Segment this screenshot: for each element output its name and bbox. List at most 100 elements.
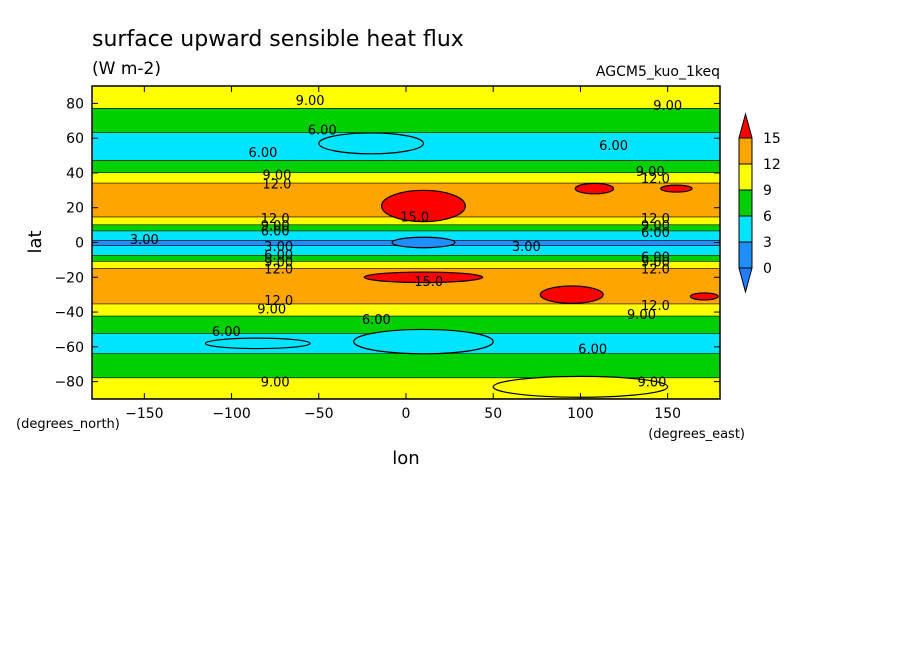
contour-label: 6.00 (641, 250, 670, 265)
contour-band-7 (92, 225, 720, 232)
x-tick-label: −100 (212, 406, 250, 422)
contour-label: 12.0 (264, 263, 293, 278)
colorbar-underflow-triangle (738, 267, 753, 294)
y-tick-label: −60 (54, 340, 84, 356)
colorbar-segment (738, 137, 753, 165)
colorbar-tick-label: 15 (763, 131, 781, 147)
colorbar-segment (738, 163, 753, 191)
y-tick-label: −20 (54, 270, 84, 286)
contour-band-0 (92, 86, 720, 109)
y-axis-ticks: 80 60 40 20 0 −20 −40 −60 −80 (54, 96, 720, 391)
contour-label: 12.0 (641, 212, 670, 227)
y-tick-label: −40 (54, 305, 84, 321)
y-tick-label: 0 (75, 236, 84, 252)
colorbar-overflow-triangle (738, 112, 753, 139)
contour-band-12 (92, 261, 720, 269)
x-tick-label: 0 (402, 406, 411, 422)
chart-title: surface upward sensible heat flux (92, 27, 464, 52)
contour-label: 9.00 (641, 219, 670, 234)
contour-label: 6.00 (578, 343, 607, 358)
contour-band-11 (92, 255, 720, 262)
x-unit-label: (degrees_east) (648, 427, 745, 442)
contour-band-4 (92, 172, 720, 184)
y-tick-label: 40 (66, 166, 84, 182)
y-unit-label: (degrees_north) (16, 417, 120, 432)
contour-feature-7 (353, 328, 494, 355)
contour-label: 6.00 (599, 139, 628, 154)
contour-label: 15.0 (414, 275, 443, 290)
colorbar: 0 3 6 9 12 15 (738, 112, 781, 294)
x-tick-label: 100 (567, 406, 594, 422)
contour-label: 9.00 (637, 376, 666, 391)
contour-label: 9.00 (627, 308, 656, 323)
contour-band-8 (92, 231, 720, 242)
x-tick-label: −50 (304, 406, 334, 422)
contour-feature-8 (204, 337, 311, 350)
contour-label: 12.0 (264, 294, 293, 309)
y-tick-label: 20 (66, 201, 84, 217)
contour-label: 12.0 (641, 299, 670, 314)
contour-feature-0 (380, 189, 466, 223)
contour-feature-3 (363, 271, 484, 284)
x-tick-label: −150 (125, 406, 163, 422)
plot-area (92, 86, 720, 399)
contour-label: 9.00 (296, 94, 325, 109)
x-axis-ticks: −150 −100 −50 0 50 100 150 (125, 86, 681, 422)
contour-label: 15.0 (400, 210, 429, 225)
contour-label: 9.00 (257, 303, 286, 318)
contour-label: 6.00 (362, 313, 391, 328)
contour-label: 3.00 (512, 240, 541, 255)
contour-label: 6.00 (212, 325, 241, 340)
y-tick-label: 60 (66, 131, 84, 147)
x-tick-label: 50 (484, 406, 502, 422)
colorbar-tick-label: 9 (763, 183, 772, 199)
contour-label: 9.00 (264, 256, 293, 271)
contour-feature-5 (689, 292, 719, 301)
contour-label: 3.00 (130, 233, 159, 248)
contour-label: 12.0 (262, 177, 291, 192)
contour-label: 12.0 (261, 212, 290, 227)
x-axis-label: lon (392, 448, 419, 469)
colorbar-segment (738, 189, 753, 217)
contour-labels: 9.00 9.006.006.00 6.009.0012.09.0012.015.0… (130, 94, 682, 391)
y-tick-label: 80 (66, 96, 84, 112)
contour-feature-9 (318, 132, 425, 155)
contour-label: 9.00 (261, 219, 290, 234)
colorbar-segment (738, 215, 753, 243)
colorbar-tick-label: 0 (763, 261, 772, 277)
contour-label: 12.0 (641, 263, 670, 278)
contour-label: 6.00 (308, 123, 337, 138)
contour-feature-4 (539, 285, 604, 304)
chart-annotation: AGCM5_kuo_1keq (596, 64, 720, 80)
contour-label: 9.00 (653, 99, 682, 114)
contour-label: 9.00 (262, 169, 291, 184)
y-axis-label: lat (25, 230, 46, 253)
contour-band-15 (92, 316, 720, 335)
contour-band-14 (92, 304, 720, 317)
contour-band-10 (92, 245, 720, 256)
contour-label: 9.00 (641, 256, 670, 271)
chart-subtitle: (W m-2) (92, 59, 161, 79)
colorbar-tick-label: 3 (763, 235, 772, 251)
contour-feature-6 (391, 236, 456, 249)
contour-label: 3.00 (264, 240, 293, 255)
contour-features (204, 132, 719, 398)
contour-band-3 (92, 160, 720, 174)
y-tick-label: −80 (54, 375, 84, 391)
colorbar-segment (738, 241, 753, 269)
contour-label: 6.00 (641, 226, 670, 241)
contour-label: 6.00 (261, 224, 290, 239)
contour-label: 6.00 (264, 249, 293, 264)
colorbar-tick-label: 12 (763, 157, 781, 173)
contour-label: 9.00 (261, 376, 290, 391)
colorbar-tick-label: 6 (763, 209, 772, 225)
contour-label: 6.00 (248, 146, 277, 161)
contour-feature-2 (660, 184, 693, 193)
contour-feature-1 (574, 182, 615, 195)
contour-band-1 (92, 108, 720, 134)
contour-label: 12.0 (641, 172, 670, 187)
contour-label: 9.00 (636, 165, 665, 180)
x-tick-label: 150 (654, 406, 681, 422)
contour-band-6 (92, 217, 720, 226)
